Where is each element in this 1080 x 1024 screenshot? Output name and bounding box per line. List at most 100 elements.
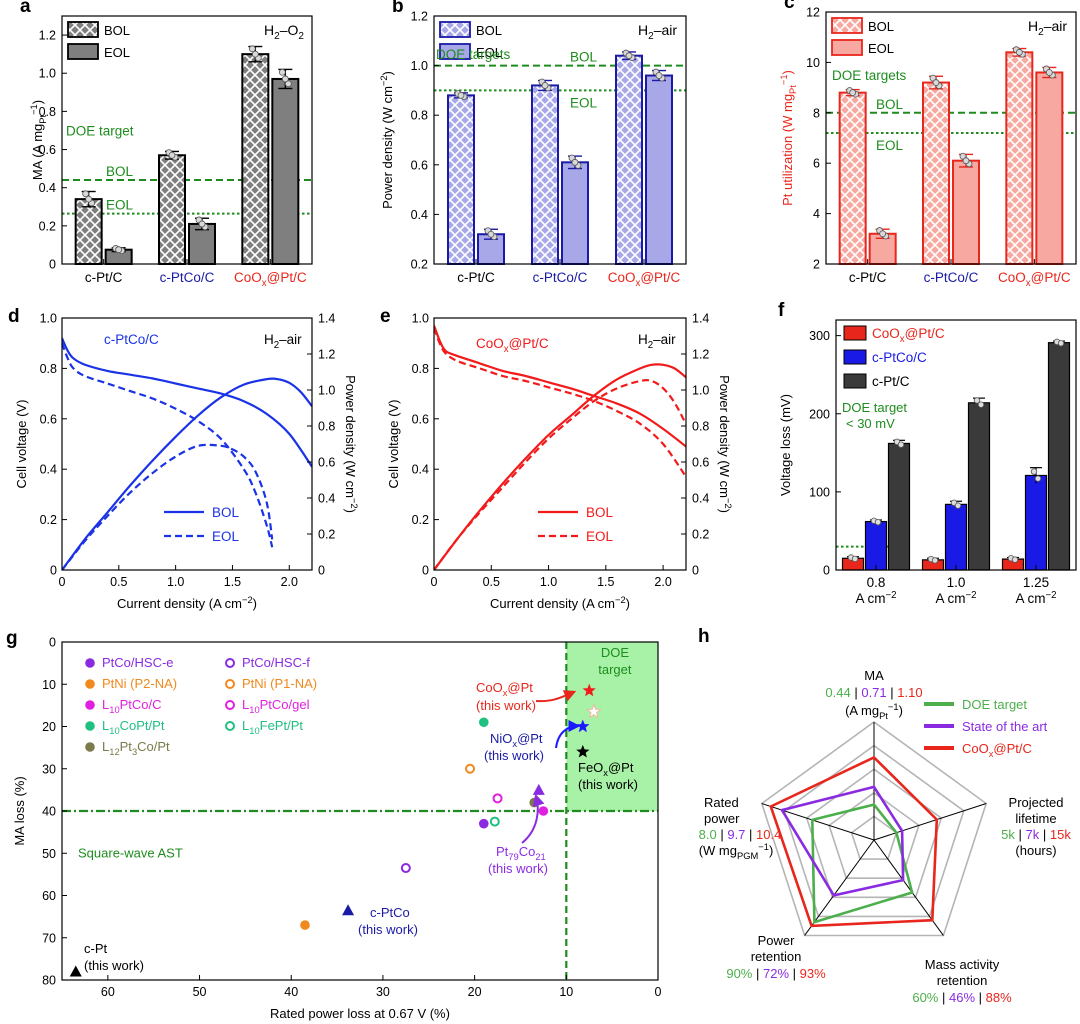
label-part: Current density (A cm <box>490 596 615 611</box>
legend-swatch <box>843 349 867 365</box>
x-tick-label: 0 <box>655 985 662 999</box>
radar-grid <box>783 744 965 918</box>
x-axis-label: Current density (A cm−2) <box>117 595 257 611</box>
radar-value: 9.7 <box>727 827 745 842</box>
data-point <box>278 68 286 76</box>
radar-grid <box>828 791 920 879</box>
bar-eol <box>645 74 673 265</box>
doe-target-label: DOE target <box>842 400 907 415</box>
y-tick-label: 0.2 <box>40 513 57 527</box>
label-part: 2 <box>114 747 119 757</box>
y-tick-label: 60 <box>42 889 56 903</box>
category-unit: A cm−2 <box>855 590 896 606</box>
x-axis-label: Current density (A cm−2) <box>490 595 630 611</box>
y2-tick-label: 0.6 <box>318 456 335 470</box>
bar-eol <box>1035 71 1064 266</box>
x-tick-label: 0.5 <box>483 575 500 589</box>
radar-value: 1.10 <box>897 685 922 700</box>
y-tick-label: 0 <box>49 636 56 650</box>
label-part: CoO <box>476 680 503 695</box>
label-part: H <box>638 22 648 38</box>
annotation-pt79: Pt79Co21 <box>496 844 546 862</box>
y-tick-label: 2 <box>813 258 820 272</box>
y-axis-label: Pt utilization (W mgPt−1) <box>779 70 798 206</box>
bar-cptc <box>1047 342 1071 571</box>
legend-label: L10FePt/Pt <box>242 718 303 736</box>
category-label: c-PtCo/C <box>924 270 979 285</box>
panel-c: cc-Pt/C c-PtCo/C CoOx@Pt/C24681012BOLEOLH2… <box>779 0 1077 289</box>
label-part: L <box>102 739 109 754</box>
data-point <box>82 190 90 198</box>
label-part: PtCo/gel <box>260 697 310 712</box>
data-point <box>281 75 289 83</box>
sample-label: CoOx@Pt/C <box>476 336 549 355</box>
legend-label: EOL <box>104 45 130 60</box>
label-part: FeO <box>578 760 603 775</box>
data-point <box>849 89 857 97</box>
bar-bol <box>74 198 103 265</box>
data-point <box>115 246 123 254</box>
category-label: c-Pt/C <box>85 270 123 285</box>
data-point <box>538 806 549 816</box>
label-part: −2 <box>965 590 976 601</box>
label-part: x <box>503 688 508 698</box>
x-tick-label: 30 <box>376 985 390 999</box>
label-part: 0 <box>254 705 259 715</box>
label-part: Pt <box>496 844 509 859</box>
legend-label: EOL <box>212 529 240 544</box>
data-point <box>931 557 939 564</box>
data-point <box>571 158 579 166</box>
y2-tick-label: 1.0 <box>318 384 335 398</box>
legend-label: DOE target <box>962 697 1027 712</box>
panel-e: e 0 0.2 0.4 0.6 0.8 1.0 0 0.2 0.4 0.6 0.8 1.0 1.2 1.4 0… <box>380 306 733 611</box>
label-part: −2 <box>1045 590 1056 601</box>
y-tick-label: 0 <box>50 564 57 578</box>
y2-axis-label: Power density (W cm−2) <box>717 375 733 513</box>
data-point <box>897 441 905 448</box>
radar-series-2 <box>769 755 939 928</box>
radar-grid <box>805 768 943 899</box>
label-part: Power density (W cm <box>343 375 358 498</box>
doe-bol-label: BOL <box>570 50 598 65</box>
y2-tick-label: 0.8 <box>692 420 709 434</box>
y-tick-label: 0 <box>823 564 830 578</box>
power-curve-eol <box>62 443 274 570</box>
label-part: –air <box>654 22 678 38</box>
label-part: CoO <box>962 741 989 756</box>
annotation-cptco: c-PtCo <box>370 905 410 920</box>
legend-label: BOL <box>104 23 130 38</box>
data-point <box>85 721 95 731</box>
data-point <box>248 45 256 53</box>
label-part: A cm <box>855 591 885 606</box>
data-point <box>576 744 590 758</box>
y-tick-label: 0.2 <box>39 219 56 233</box>
data-point <box>582 683 596 697</box>
voltage-curve-bol <box>62 337 312 468</box>
label-part: 0 <box>114 726 119 736</box>
y-tick-label: 0.6 <box>412 412 429 426</box>
y-tick-label: 6 <box>813 157 820 171</box>
legend-label: c-PtCo/C <box>872 350 927 365</box>
separator: | <box>975 990 986 1005</box>
radar-value: 72% <box>763 966 789 981</box>
y2-tick-label: 1.2 <box>318 348 335 362</box>
data-point <box>954 502 962 509</box>
label-part: L <box>242 697 249 712</box>
separator: | <box>745 827 756 842</box>
y-tick-label: 0.6 <box>411 158 428 172</box>
x-tick-label: 2.0 <box>281 575 298 589</box>
panel-letter: f <box>778 300 785 321</box>
label-part: ) <box>626 596 630 611</box>
bar-bol <box>447 94 475 265</box>
y2-tick-label: 0.8 <box>318 420 335 434</box>
gas-annotation: H2–air <box>638 22 677 42</box>
label-part: (A mg <box>845 703 879 718</box>
y-tick-label: 40 <box>42 805 56 819</box>
axis-label: power <box>704 811 740 826</box>
panel-d: d 0 0.2 0.4 0.6 0.8 1.0 0 0.2 0.4 0.6 0.8 1.0 1.2 1.4 0… <box>8 306 359 611</box>
radar-value: 8.0 <box>699 827 717 842</box>
label-part: (W mg <box>699 843 737 858</box>
label-part: Pt <box>879 711 888 721</box>
category-label: CoOx@Pt/C <box>998 270 1071 289</box>
label-part: Power density (W cm <box>380 86 395 209</box>
